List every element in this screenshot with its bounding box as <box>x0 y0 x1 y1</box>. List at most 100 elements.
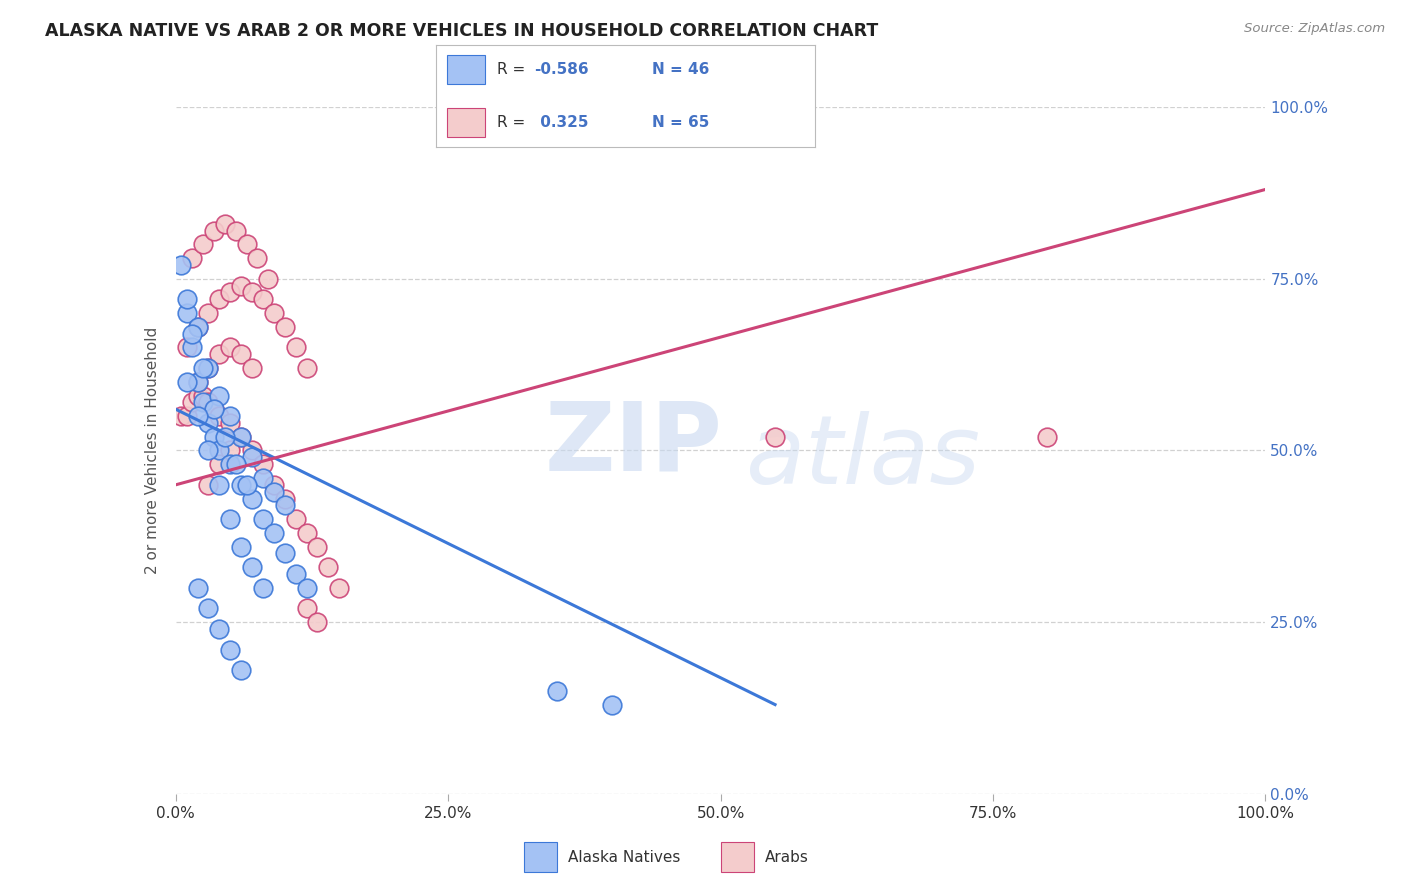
Point <box>225 224 247 238</box>
Point <box>197 478 219 492</box>
Point <box>197 361 219 376</box>
Point <box>170 258 193 272</box>
Point <box>197 306 219 320</box>
Point <box>252 581 274 595</box>
Point <box>252 293 274 307</box>
Point <box>307 540 329 554</box>
Point <box>231 430 253 444</box>
Text: N = 46: N = 46 <box>652 62 710 77</box>
Point <box>231 278 253 293</box>
Point <box>240 450 263 465</box>
Point <box>219 512 242 526</box>
Point <box>191 395 214 409</box>
Point <box>191 361 214 376</box>
Point <box>219 285 242 300</box>
Point <box>202 402 225 417</box>
Point <box>208 622 231 636</box>
Point <box>763 430 786 444</box>
Point <box>197 361 219 376</box>
Point <box>186 319 209 334</box>
Point <box>219 642 242 657</box>
Point <box>274 499 297 513</box>
Text: Alaska Natives: Alaska Natives <box>568 850 681 864</box>
Point <box>176 409 198 424</box>
Point <box>186 319 209 334</box>
Point <box>197 601 219 615</box>
Point <box>231 663 253 677</box>
Point <box>240 560 263 574</box>
Point <box>263 478 285 492</box>
Text: 0.325: 0.325 <box>534 115 588 130</box>
Point <box>186 581 209 595</box>
Point <box>197 416 219 430</box>
Point <box>176 293 198 307</box>
FancyBboxPatch shape <box>721 842 754 872</box>
Point <box>295 601 318 615</box>
Point <box>274 491 297 506</box>
Point <box>295 581 318 595</box>
Point <box>219 457 242 471</box>
Point <box>208 478 231 492</box>
Point <box>202 402 225 417</box>
Text: Source: ZipAtlas.com: Source: ZipAtlas.com <box>1244 22 1385 36</box>
Point <box>225 457 247 471</box>
Point <box>252 471 274 485</box>
Point <box>176 340 198 354</box>
FancyBboxPatch shape <box>447 108 485 137</box>
Point <box>257 271 280 285</box>
Text: R =: R = <box>496 62 530 77</box>
Point <box>202 224 225 238</box>
Point <box>235 478 257 492</box>
Point <box>208 409 231 424</box>
Point <box>231 347 253 361</box>
Point <box>284 567 307 582</box>
Point <box>263 484 285 499</box>
Point <box>181 395 204 409</box>
Point <box>328 581 350 595</box>
FancyBboxPatch shape <box>524 842 557 872</box>
Point <box>263 525 285 540</box>
Point <box>546 683 568 698</box>
Point <box>208 293 231 307</box>
Point <box>181 340 204 354</box>
Point <box>600 698 623 712</box>
Point <box>214 217 236 231</box>
Point <box>240 361 263 376</box>
Point <box>235 237 257 252</box>
Point <box>274 319 297 334</box>
Point <box>214 430 236 444</box>
FancyBboxPatch shape <box>447 55 485 84</box>
Point <box>202 430 225 444</box>
Point <box>176 306 198 320</box>
Text: atlas: atlas <box>745 411 980 504</box>
Point <box>240 491 263 506</box>
Point <box>186 388 209 402</box>
Point <box>208 443 231 458</box>
Point <box>219 443 242 458</box>
Point <box>246 251 269 265</box>
Point <box>181 326 204 341</box>
Point <box>252 512 274 526</box>
Point <box>263 306 285 320</box>
Text: ZIP: ZIP <box>544 397 723 490</box>
Point <box>191 388 214 402</box>
Point <box>240 443 263 458</box>
Point <box>252 457 274 471</box>
Point <box>231 540 253 554</box>
Text: ALASKA NATIVE VS ARAB 2 OR MORE VEHICLES IN HOUSEHOLD CORRELATION CHART: ALASKA NATIVE VS ARAB 2 OR MORE VEHICLES… <box>45 22 879 40</box>
Point <box>197 395 219 409</box>
Point <box>274 546 297 561</box>
Text: R =: R = <box>496 115 530 130</box>
Point <box>219 340 242 354</box>
Point <box>186 375 209 389</box>
Point <box>186 409 209 424</box>
Point <box>181 251 204 265</box>
Point <box>295 525 318 540</box>
Point <box>219 409 242 424</box>
Point <box>197 443 219 458</box>
Point <box>219 416 242 430</box>
Point <box>284 512 307 526</box>
Text: N = 65: N = 65 <box>652 115 710 130</box>
Text: -0.586: -0.586 <box>534 62 589 77</box>
Point <box>170 409 193 424</box>
